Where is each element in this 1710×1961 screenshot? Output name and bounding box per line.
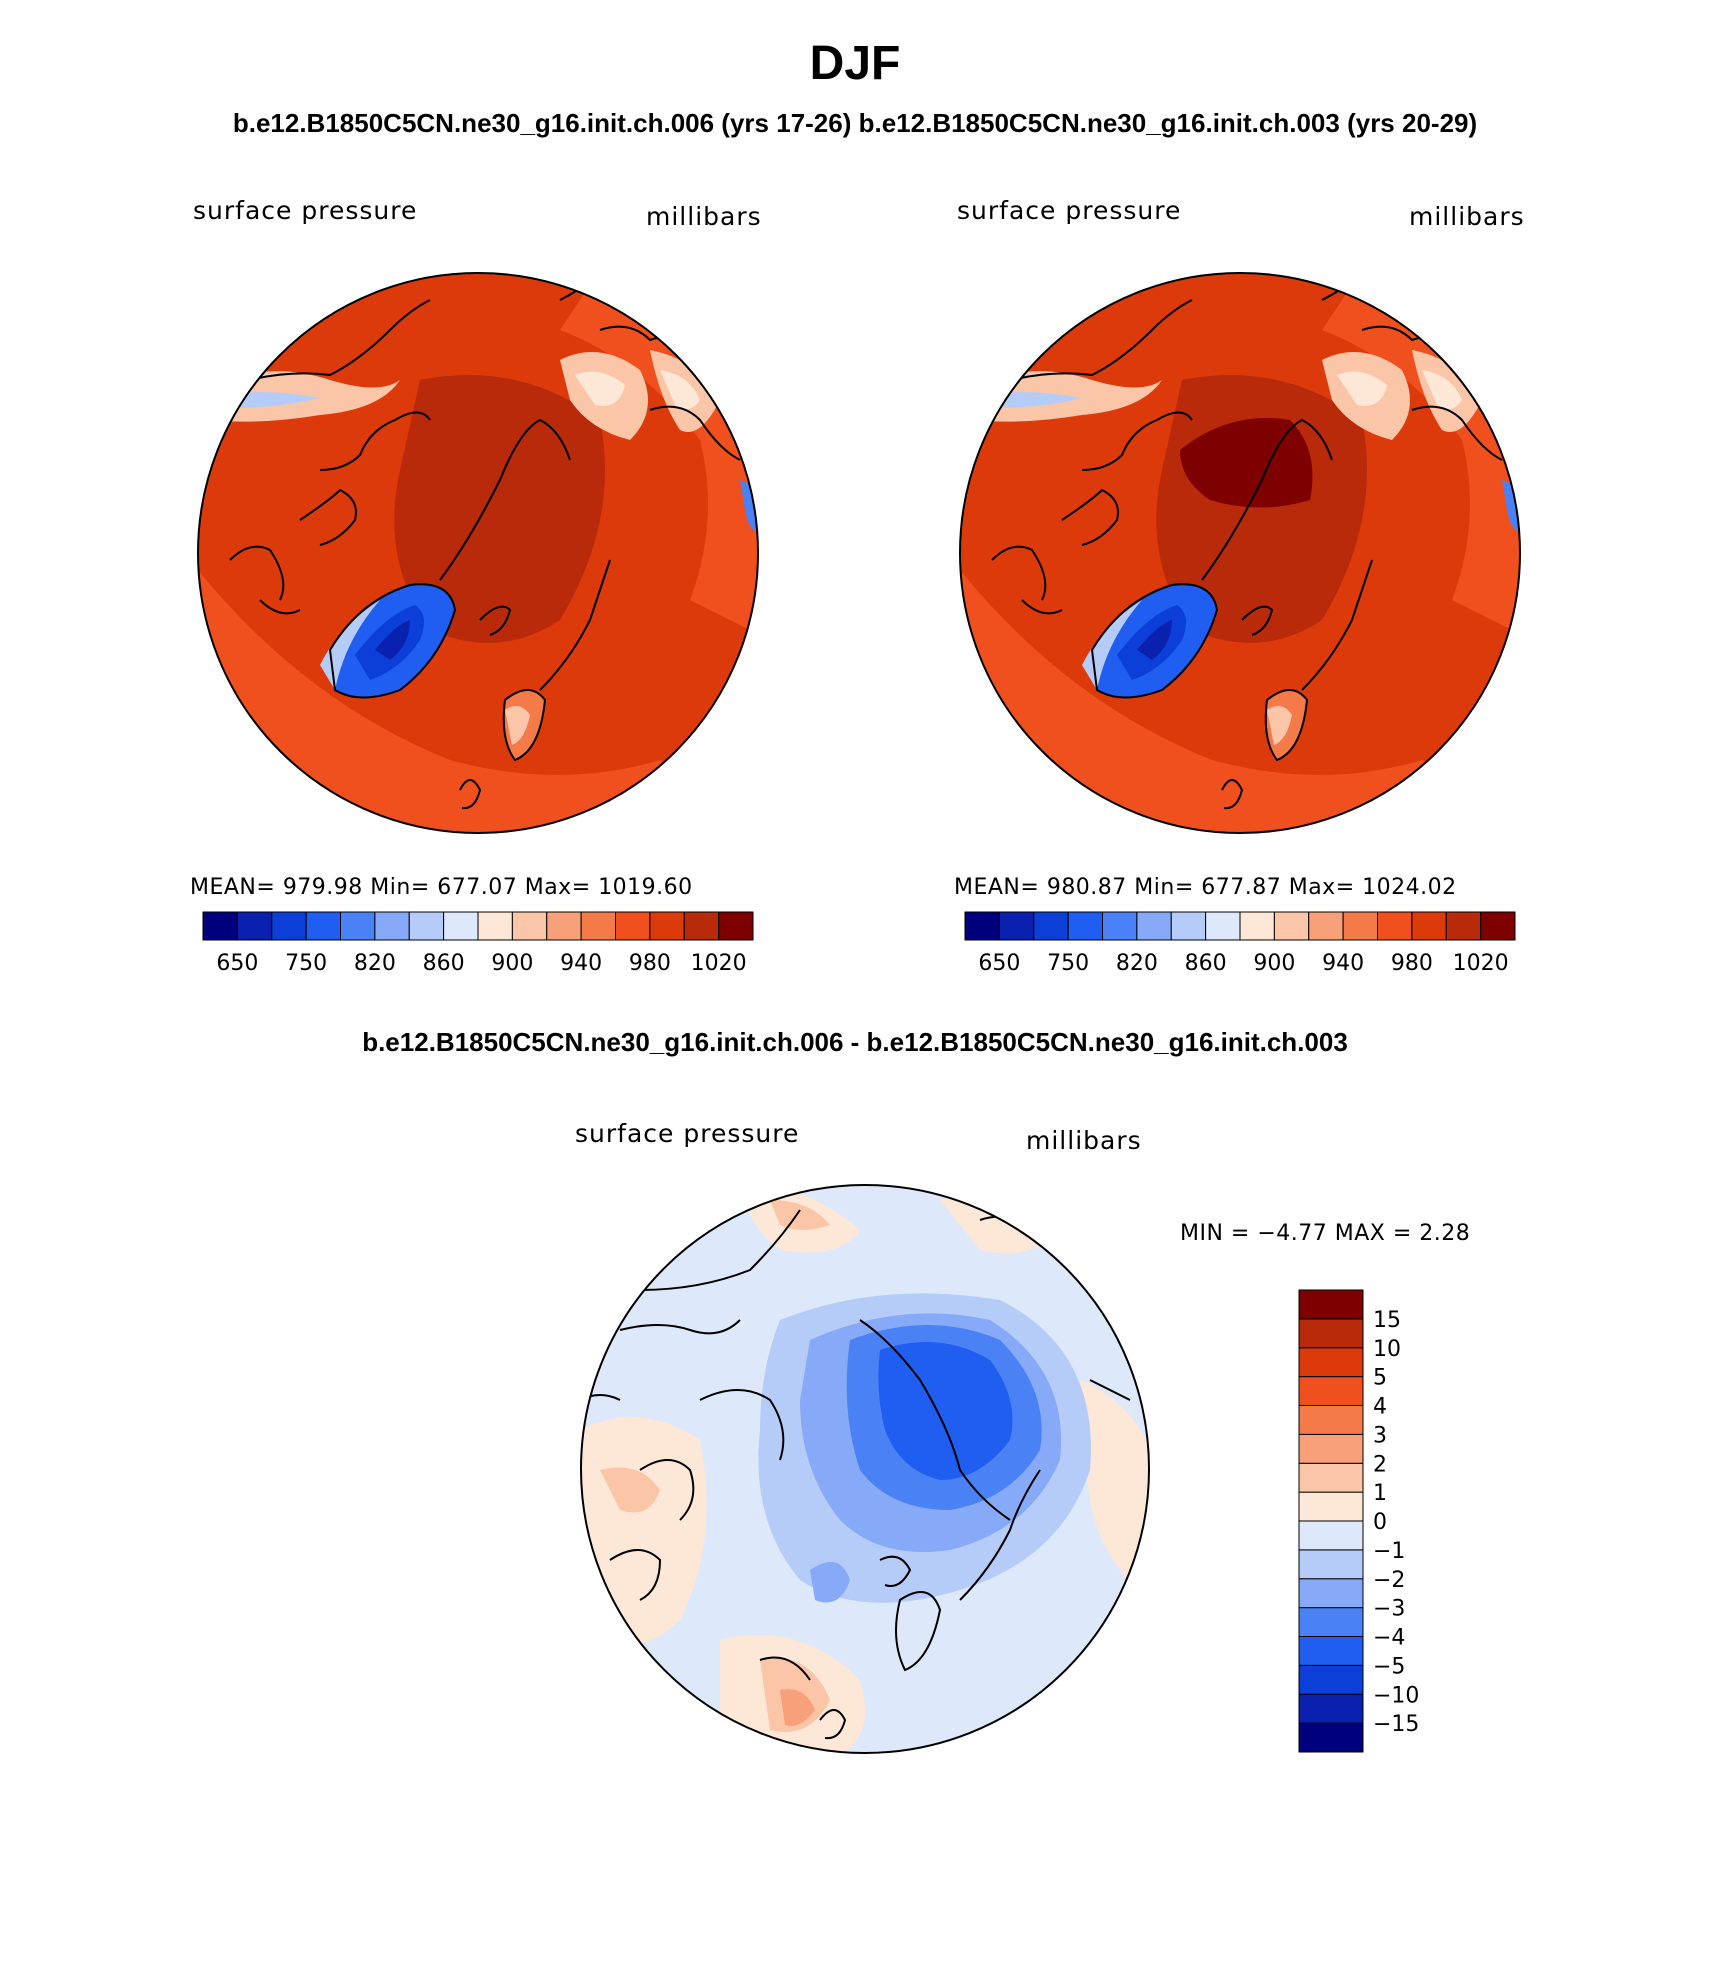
figure-title: DJF bbox=[809, 37, 901, 90]
panel2-colorbar-tick-label: 860 bbox=[1185, 951, 1227, 976]
difference-colorbar-swatch bbox=[1298, 1607, 1364, 1637]
panel2-colorbar-swatch bbox=[1205, 911, 1241, 941]
panel2-units-label: millibars bbox=[1409, 202, 1525, 231]
panel1-units-label: millibars bbox=[646, 202, 762, 231]
difference-colorbar-swatch bbox=[1298, 1549, 1364, 1580]
panel2-colorbar-swatch bbox=[1136, 911, 1172, 941]
difference-colorbar-tick-label: 4 bbox=[1373, 1395, 1387, 1420]
panel1-stats: MEAN= 979.98 Min= 677.07 Max= 1019.60 bbox=[190, 875, 693, 900]
diff-stats: MIN = −4.77 MAX = 2.28 bbox=[1180, 1221, 1471, 1246]
difference-colorbar-swatch bbox=[1298, 1376, 1364, 1406]
panel1-colorbar-swatch bbox=[443, 911, 479, 941]
difference-colorbar-swatch bbox=[1298, 1664, 1364, 1695]
difference-colorbar-swatch bbox=[1298, 1491, 1364, 1522]
difference-colorbar-tick-label: 0 bbox=[1373, 1510, 1387, 1535]
panel2-variable-label: surface pressure bbox=[957, 196, 1182, 225]
difference-colorbar-swatch bbox=[1298, 1347, 1364, 1378]
panel1-colorbar-swatch bbox=[374, 911, 410, 941]
panel2-colorbar-tick-label: 900 bbox=[1253, 951, 1295, 976]
difference-colorbar-tick-label: 1 bbox=[1373, 1481, 1387, 1506]
panel2-colorbar-swatch bbox=[1411, 911, 1447, 941]
diff-units-label: millibars bbox=[1026, 1126, 1142, 1155]
panel1-colorbar-tick-label: 820 bbox=[354, 951, 396, 976]
difference-colorbar-swatch bbox=[1298, 1578, 1364, 1609]
difference-colorbar-swatch bbox=[1298, 1405, 1364, 1435]
diff-variable-label: surface pressure bbox=[575, 1119, 800, 1148]
panel1-colorbar-swatch bbox=[580, 911, 616, 941]
panel1-colorbar-tick-label: 940 bbox=[560, 951, 602, 976]
panel1-colorbar-swatch bbox=[511, 911, 548, 941]
panel2-colorbar-swatch bbox=[1445, 911, 1482, 941]
panel1-colorbar-swatch bbox=[718, 911, 754, 941]
difference-colorbar-tick-label: −1 bbox=[1373, 1539, 1405, 1564]
panel1-colorbar-swatch bbox=[271, 911, 307, 941]
panel1-colorbar-swatch bbox=[546, 911, 582, 941]
panel1-colorbar-swatch bbox=[202, 911, 238, 941]
panel1-colorbar-swatch bbox=[305, 911, 341, 941]
difference-colorbar-tick-label: 5 bbox=[1373, 1366, 1387, 1391]
panel2-colorbar: 650 750 820 860 900 940 980 1020 bbox=[964, 911, 1516, 976]
difference-colorbar-tick-label: 15 bbox=[1373, 1308, 1401, 1333]
panel1-colorbar-swatch bbox=[649, 911, 685, 941]
difference-polar-map bbox=[580, 1184, 1150, 1754]
panel2-polar-map bbox=[959, 272, 1521, 834]
panel1-colorbar-tick-label: 860 bbox=[423, 951, 465, 976]
panel1-colorbar-tick-label: 900 bbox=[491, 951, 533, 976]
panel2-colorbar-tick-label: 650 bbox=[978, 951, 1020, 976]
difference-colorbar-swatch bbox=[1298, 1693, 1364, 1724]
panel1-variable-label: surface pressure bbox=[193, 196, 418, 225]
panel2-colorbar-swatch bbox=[1067, 911, 1103, 941]
panel1-colorbar-swatch bbox=[408, 911, 445, 941]
difference-colorbar-tick-label: 10 bbox=[1373, 1337, 1401, 1362]
difference-colorbar-swatch bbox=[1298, 1722, 1364, 1753]
panel1-colorbar-swatch bbox=[683, 911, 720, 941]
difference-colorbar-tick-label: −15 bbox=[1373, 1712, 1419, 1737]
panel1-polar-map bbox=[197, 272, 759, 834]
panel2-colorbar-swatch bbox=[1102, 911, 1138, 941]
difference-colorbar-tick-label: −3 bbox=[1373, 1597, 1405, 1622]
panel2-colorbar-swatch bbox=[1480, 911, 1516, 941]
panel1-colorbar-swatch bbox=[615, 911, 651, 941]
panel2-colorbar-swatch bbox=[998, 911, 1035, 941]
panel2-colorbar-tick-label: 1020 bbox=[1453, 951, 1509, 976]
panel1-colorbar-swatch bbox=[477, 911, 513, 941]
panel2-colorbar-swatch bbox=[1342, 911, 1378, 941]
panel2-colorbar-swatch bbox=[1377, 911, 1413, 941]
panel1-colorbar-tick-label: 650 bbox=[216, 951, 258, 976]
panel1-colorbar-swatch bbox=[236, 911, 273, 941]
difference-colorbar-swatch bbox=[1298, 1318, 1364, 1349]
difference-colorbar-tick-label: −10 bbox=[1373, 1683, 1419, 1708]
panel1-colorbar-swatch bbox=[340, 911, 376, 941]
panel2-colorbar-swatch bbox=[1170, 911, 1207, 941]
panel2-colorbar-swatch bbox=[1239, 911, 1275, 941]
figure-subtitle: b.e12.B1850C5CN.ne30_g16.init.ch.006 (yr… bbox=[232, 108, 1478, 138]
difference-colorbar-tick-label: −5 bbox=[1373, 1654, 1405, 1679]
difference-colorbar-swatch bbox=[1298, 1433, 1364, 1464]
difference-colorbar-swatch bbox=[1298, 1289, 1364, 1320]
panel2-colorbar-tick-label: 820 bbox=[1116, 951, 1158, 976]
difference-colorbar-tick-label: 3 bbox=[1373, 1423, 1387, 1448]
panel2-colorbar-tick-label: 750 bbox=[1047, 951, 1089, 976]
panel2-colorbar-swatch bbox=[964, 911, 1000, 941]
difference-colorbar-swatch bbox=[1298, 1462, 1364, 1493]
panel1-colorbar-tick-label: 980 bbox=[629, 951, 671, 976]
difference-colorbar-swatch bbox=[1298, 1636, 1364, 1666]
panel2-colorbar-tick-label: 980 bbox=[1391, 951, 1433, 976]
panel2-colorbar-swatch bbox=[1273, 911, 1310, 941]
difference-title: b.e12.B1850C5CN.ne30_g16.init.ch.006 - b… bbox=[362, 1027, 1348, 1057]
panel2-colorbar-swatch bbox=[1308, 911, 1344, 941]
panel1-colorbar: 650 750 820 860 900 940 980 1020 bbox=[202, 911, 754, 976]
panel2-colorbar-swatch bbox=[1033, 911, 1069, 941]
difference-colorbar-tick-label: −4 bbox=[1373, 1626, 1405, 1651]
difference-colorbar-swatch bbox=[1298, 1520, 1364, 1551]
difference-colorbar-tick-label: 2 bbox=[1373, 1452, 1387, 1477]
panel1-colorbar-tick-label: 750 bbox=[285, 951, 327, 976]
panel1-colorbar-tick-label: 1020 bbox=[691, 951, 747, 976]
difference-colorbar-tick-label: −2 bbox=[1373, 1568, 1405, 1593]
panel2-stats: MEAN= 980.87 Min= 677.87 Max= 1024.02 bbox=[954, 875, 1457, 900]
panel2-colorbar-tick-label: 940 bbox=[1322, 951, 1364, 976]
